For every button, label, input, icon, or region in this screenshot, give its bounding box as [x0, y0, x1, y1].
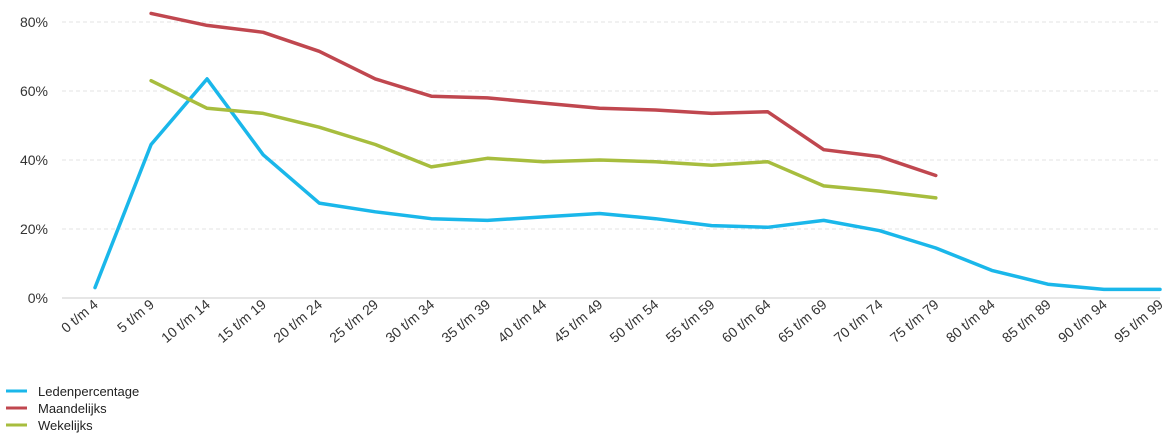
x-tick-label: 10 t/m 14	[158, 296, 213, 346]
series-line	[93, 77, 1162, 292]
x-tick-label: 5 t/m 9	[114, 296, 157, 336]
x-tick-label: 70 t/m 74	[831, 296, 886, 346]
y-tick-label: 60%	[20, 83, 48, 99]
legend-label: Ledenpercentage	[38, 384, 139, 399]
x-tick-label: 40 t/m 44	[494, 296, 549, 346]
x-tick-label: 85 t/m 89	[999, 296, 1054, 346]
x-tick-label: 90 t/m 94	[1055, 296, 1110, 346]
y-tick-label: 0%	[28, 290, 48, 306]
x-tick-label: 65 t/m 69	[775, 296, 830, 346]
x-tick-label: 50 t/m 54	[606, 296, 661, 346]
x-tick-label: 15 t/m 19	[214, 296, 269, 346]
x-tick-label: 45 t/m 49	[550, 296, 605, 346]
x-tick-label: 75 t/m 79	[887, 296, 942, 346]
series-line	[149, 11, 938, 178]
x-tick-label: 55 t/m 59	[663, 296, 718, 346]
y-tick-label: 80%	[20, 14, 48, 30]
legend: Ledenpercentage Maandelijks Wekelijks	[6, 384, 139, 433]
y-tick-label: 40%	[20, 152, 48, 168]
legend-label: Wekelijks	[38, 418, 93, 433]
x-tick-label: 80 t/m 84	[943, 296, 998, 346]
series-line	[149, 78, 938, 200]
x-tick-label: 60 t/m 64	[719, 296, 774, 346]
x-tick-label: 20 t/m 24	[270, 296, 325, 346]
y-axis-tick-labels: 0% 20% 40% 60% 80%	[20, 14, 48, 306]
x-tick-label: 25 t/m 29	[326, 296, 381, 346]
y-tick-label: 20%	[20, 221, 48, 237]
series-lines	[93, 11, 1162, 292]
x-axis-tick-labels: 0 t/m 4 5 t/m 9 10 t/m 14 15 t/m 19 20 t/m 2…	[58, 296, 1165, 346]
x-tick-label: 35 t/m 39	[438, 296, 493, 346]
x-tick-label: 95 t/m 99	[1111, 296, 1165, 346]
legend-label: Maandelijks	[38, 401, 107, 416]
x-tick-label: 0 t/m 4	[58, 296, 101, 336]
x-tick-label: 30 t/m 34	[382, 296, 437, 346]
